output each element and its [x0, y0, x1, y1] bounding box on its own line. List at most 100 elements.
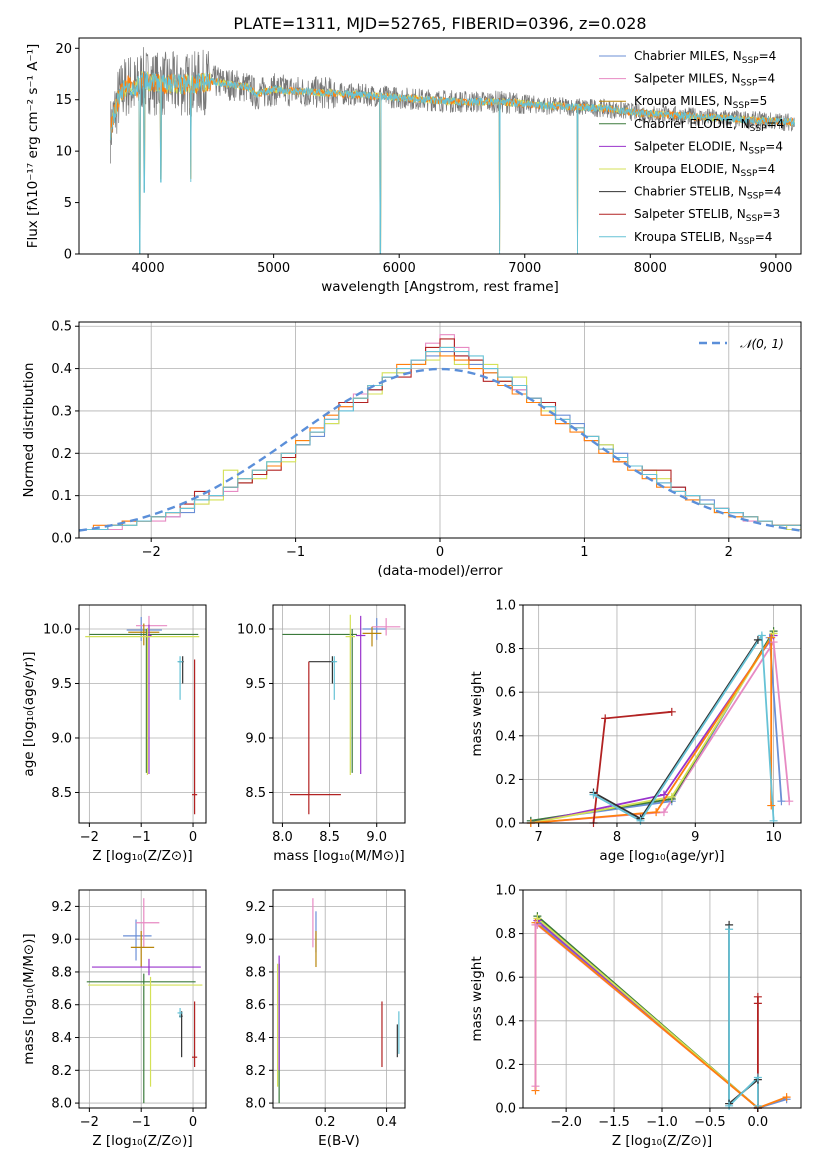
x-tick-label: 9	[691, 830, 699, 845]
y-axis-label: mass weight	[469, 956, 485, 1041]
y-tick-label: 0.8	[495, 642, 516, 657]
mass-weight-line	[530, 630, 775, 822]
y-tick-label: 9.0	[245, 933, 266, 948]
mass-vs-ebv-panel: 0.2 0.4 8.0 8.2 8.4 8.6 8.8 9.0 9.2 E(B-V)	[245, 889, 406, 1149]
mass-weight-vs-age-panel: 7 8 9 10 0.0 0.2 0.4 0.6 0.8 1.0 age [log₁₀(age/yr…	[469, 599, 802, 864]
legend-entry: 𝒩(0, 1)	[740, 337, 784, 351]
plot-area	[79, 334, 801, 532]
y-tick-label: 20	[55, 42, 72, 57]
x-tick-label: 0.0	[748, 1115, 769, 1130]
mass-weight-marker	[589, 790, 598, 799]
mass-weight-line	[728, 929, 759, 1108]
plot-area	[85, 615, 200, 815]
y-tick-label: 8.8	[245, 965, 266, 980]
plot-area	[109, 47, 795, 254]
mass-weight-line	[593, 632, 775, 822]
legend-entry: Chabrier MILES, NSSP=4	[634, 49, 776, 66]
x-tick-label: −2	[142, 545, 161, 560]
x-tick-label: 1	[580, 545, 588, 560]
x-tick-label: 7	[535, 830, 543, 845]
axes-frame	[78, 604, 207, 824]
y-tick-label: 0.5	[51, 320, 72, 335]
mass-weight-marker	[601, 714, 610, 723]
y-axis-label: Normed distribution	[21, 363, 37, 498]
y-tick-label: 9.2	[245, 900, 266, 915]
spectrum-legend: Chabrier MILES, NSSP=4 Salpeter MILES, NS…	[599, 49, 784, 247]
plot-area	[86, 898, 203, 1104]
x-tick-label: 8.5	[319, 830, 340, 845]
y-tick-label: 0.0	[495, 817, 516, 832]
mass-vs-metallicity-panel: −2 −1 0 8.0 8.2 8.4 8.6 8.8 9.0 9.2 Z [log₁₀(Z/Z⊙)…	[21, 889, 207, 1149]
mass-weight-marker	[659, 790, 668, 799]
x-tick-label: −1	[132, 1115, 151, 1130]
y-tick-label: 0.4	[495, 729, 516, 744]
y-tick-label: 0	[64, 248, 72, 263]
x-tick-label: −1	[132, 830, 151, 845]
mass-weight-marker	[531, 920, 540, 929]
y-tick-label: 0.1	[51, 489, 72, 504]
plot-area	[277, 898, 400, 1104]
x-tick-label: 0	[189, 830, 197, 845]
legend-entry: Salpeter MILES, NSSP=4	[634, 72, 775, 89]
x-tick-label: −2.0	[550, 1115, 582, 1130]
y-tick-label: 8.8	[51, 965, 72, 980]
y-tick-label: 8.0	[245, 1097, 266, 1112]
axes-frame	[522, 604, 802, 824]
x-tick-label: 5000	[257, 261, 290, 276]
y-tick-label: 0.4	[495, 1014, 516, 1029]
legend-entry: Chabrier STELIB, NSSP=4	[634, 185, 782, 202]
gaussian-curve	[79, 367, 801, 532]
mass-weight-line	[530, 634, 775, 823]
y-tick-label: 0.3	[51, 404, 72, 419]
legend-entry: Kroupa ELODIE, NSSP=4	[634, 162, 775, 179]
x-tick-label: 10	[765, 830, 782, 845]
y-tick-label: 0.6	[495, 971, 516, 986]
x-axis-label: Z [log₁₀(Z/Z⊙)]	[92, 848, 192, 864]
y-tick-label: 10.0	[43, 622, 72, 637]
y-tick-label: 15	[55, 93, 72, 108]
y-tick-label: 0.4	[51, 362, 72, 377]
mass-weight-marker	[769, 629, 778, 638]
y-tick-label: 10.0	[237, 622, 266, 637]
legend-entry: Kroupa STELIB, NSSP=4	[634, 230, 772, 247]
age-vs-mass-panel: 8.0 8.5 9.0 8.5 9.0 9.5 10.0 mass [log₁₀(M/M⊙)]	[237, 604, 406, 864]
y-tick-label: 8.4	[51, 1031, 72, 1046]
x-axis-label: E(B-V)	[318, 1133, 360, 1149]
mass-weight-vs-metallicity-panel: −2.0 −1.5 −1.0 −0.5 0.0 0.0 0.2 0.4 0.6 0.8 1.0 Z […	[469, 884, 802, 1149]
spectrum-panel: 4000 5000 6000 7000 8000 9000 0 5 10 15 20 waveleng…	[25, 37, 802, 295]
mass-weight-marker	[767, 801, 776, 810]
mass-weight-marker	[652, 808, 661, 817]
y-tick-label: 9.5	[245, 677, 266, 692]
y-tick-label: 9.5	[51, 677, 72, 692]
y-axis-label: Flux [fλ10⁻¹⁷ erg cm⁻² s⁻¹ A⁻¹]	[25, 44, 41, 249]
x-axis-label: Z [log₁₀(Z/Z⊙)]	[612, 1133, 712, 1149]
mass-weight-marker	[725, 925, 734, 934]
plot-area	[534, 915, 787, 1108]
y-tick-label: 8.2	[245, 1064, 266, 1079]
mass-weight-marker	[767, 633, 776, 642]
x-tick-label: 6000	[383, 261, 416, 276]
mass-weight-line	[530, 634, 773, 823]
mass-weight-marker	[757, 631, 766, 640]
mass-weight-marker	[753, 635, 762, 644]
x-tick-label: 0.2	[315, 1115, 336, 1130]
y-tick-label: 9.2	[51, 900, 72, 915]
x-tick-label: 9.0	[366, 830, 387, 845]
y-axis-label: mass [log₁₀(M/M⊙)]	[21, 933, 37, 1064]
y-tick-label: 0.8	[495, 927, 516, 942]
x-tick-label: −0.5	[694, 1115, 726, 1130]
mass-weight-marker	[782, 1093, 791, 1102]
y-tick-label: 8.4	[245, 1031, 266, 1046]
y-tick-label: 1.0	[495, 599, 516, 614]
x-axis-label: Z [log₁₀(Z/Z⊙)]	[92, 1133, 192, 1149]
x-axis-label: age [log₁₀(age/yr)]	[599, 848, 724, 864]
x-tick-label: 4000	[132, 261, 165, 276]
y-tick-label: 10	[55, 145, 72, 160]
histogram-step	[79, 338, 801, 531]
mass-weight-marker	[659, 808, 668, 817]
y-tick-label: 8.5	[51, 786, 72, 801]
y-tick-label: 0.2	[495, 773, 516, 788]
mass-weight-line	[530, 632, 775, 823]
x-tick-label: −1.5	[598, 1115, 630, 1130]
